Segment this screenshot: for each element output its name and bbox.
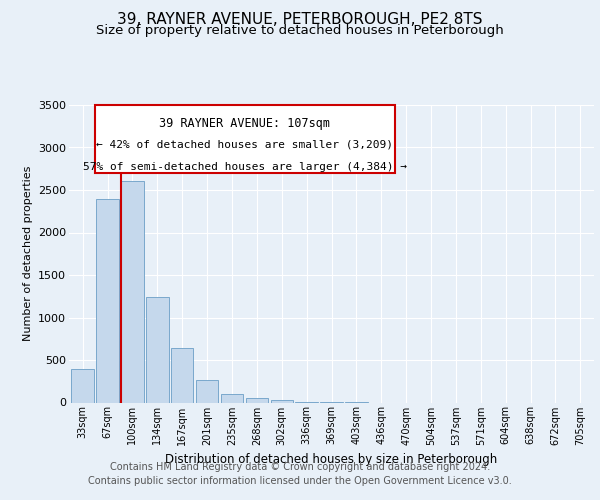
Bar — [121, 180, 143, 402]
Y-axis label: Number of detached properties: Number of detached properties — [23, 166, 32, 342]
FancyBboxPatch shape — [95, 105, 395, 174]
Text: 39 RAYNER AVENUE: 107sqm: 39 RAYNER AVENUE: 107sqm — [160, 117, 331, 130]
Bar — [146, 297, 169, 403]
Text: ← 42% of detached houses are smaller (3,209): ← 42% of detached houses are smaller (3,… — [97, 139, 394, 149]
Text: 57% of semi-detached houses are larger (4,384) →: 57% of semi-detached houses are larger (… — [83, 162, 407, 172]
Bar — [171, 348, 193, 403]
Text: 39, RAYNER AVENUE, PETERBOROUGH, PE2 8TS: 39, RAYNER AVENUE, PETERBOROUGH, PE2 8TS — [117, 12, 483, 28]
Bar — [221, 394, 243, 402]
X-axis label: Distribution of detached houses by size in Peterborough: Distribution of detached houses by size … — [166, 453, 497, 466]
Bar — [97, 200, 119, 402]
Bar — [271, 400, 293, 402]
Text: Size of property relative to detached houses in Peterborough: Size of property relative to detached ho… — [96, 24, 504, 37]
Bar — [71, 370, 94, 402]
Text: Contains public sector information licensed under the Open Government Licence v3: Contains public sector information licen… — [88, 476, 512, 486]
Bar — [245, 398, 268, 402]
Bar — [196, 380, 218, 402]
Text: Contains HM Land Registry data © Crown copyright and database right 2024.: Contains HM Land Registry data © Crown c… — [110, 462, 490, 472]
